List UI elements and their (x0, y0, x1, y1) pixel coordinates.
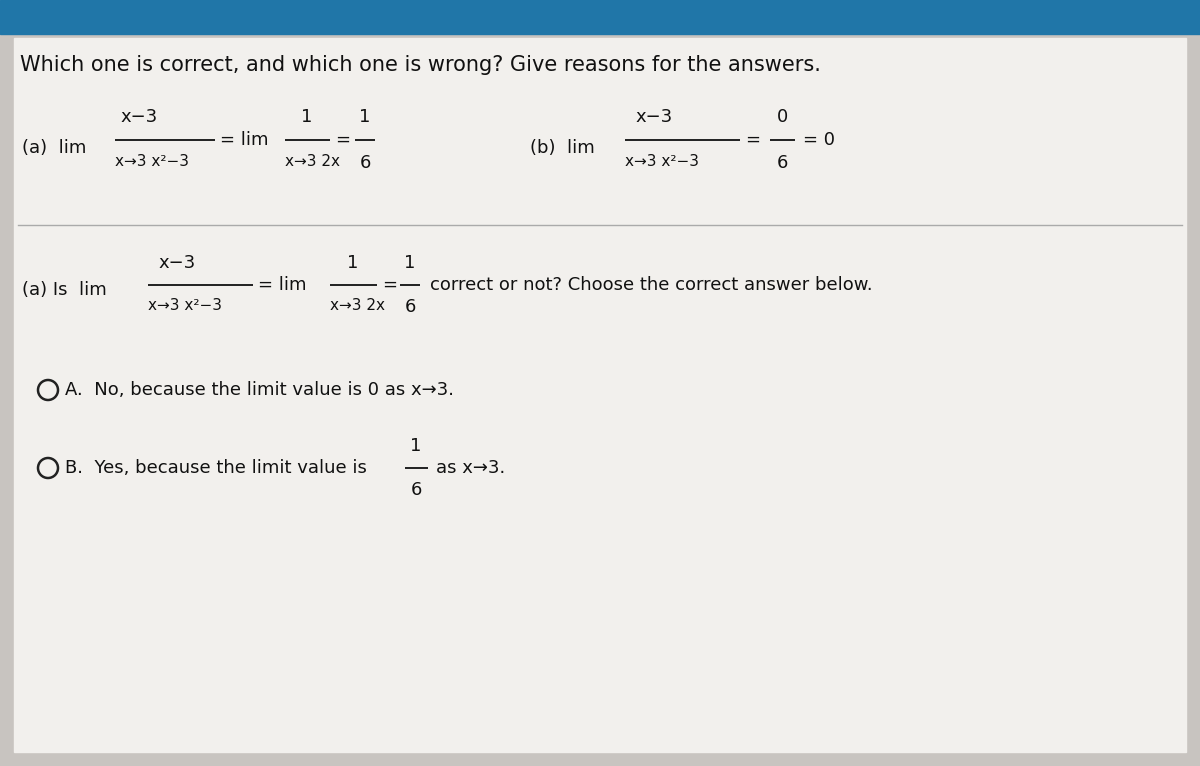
Text: =: = (745, 131, 760, 149)
Text: correct or not? Choose the correct answer below.: correct or not? Choose the correct answe… (430, 276, 872, 294)
Text: x→3 x²−3: x→3 x²−3 (148, 298, 222, 313)
Text: (b)  lim: (b) lim (530, 139, 595, 157)
Text: B.  Yes, because the limit value is: B. Yes, because the limit value is (65, 459, 378, 477)
Text: (a)  lim: (a) lim (22, 139, 86, 157)
Text: 0: 0 (776, 108, 787, 126)
Text: 1: 1 (301, 108, 313, 126)
Text: x→3 x²−3: x→3 x²−3 (625, 154, 698, 169)
Text: 6: 6 (359, 154, 371, 172)
Text: x−3: x−3 (158, 254, 196, 272)
Text: = 0: = 0 (803, 131, 835, 149)
Text: 1: 1 (410, 437, 421, 455)
Text: 6: 6 (404, 298, 415, 316)
Text: 6: 6 (776, 154, 787, 172)
Text: x−3: x−3 (635, 108, 672, 126)
Text: as x→3.: as x→3. (436, 459, 505, 477)
Text: 6: 6 (410, 481, 421, 499)
Text: = lim: = lim (258, 276, 306, 294)
Text: A.  No, because the limit value is 0 as x→3.: A. No, because the limit value is 0 as x… (65, 381, 454, 399)
Text: x→3 2x: x→3 2x (330, 298, 385, 313)
Text: (a) Is  lim: (a) Is lim (22, 281, 107, 299)
Text: = lim: = lim (220, 131, 269, 149)
Text: =: = (335, 131, 350, 149)
Text: 1: 1 (404, 254, 415, 272)
Text: x−3: x−3 (120, 108, 157, 126)
Text: =: = (382, 276, 397, 294)
Text: 1: 1 (347, 254, 359, 272)
Text: x→3 x²−3: x→3 x²−3 (115, 154, 190, 169)
Text: x→3 2x: x→3 2x (286, 154, 340, 169)
Text: 1: 1 (359, 108, 371, 126)
Text: Which one is correct, and which one is wrong? Give reasons for the answers.: Which one is correct, and which one is w… (20, 55, 821, 75)
